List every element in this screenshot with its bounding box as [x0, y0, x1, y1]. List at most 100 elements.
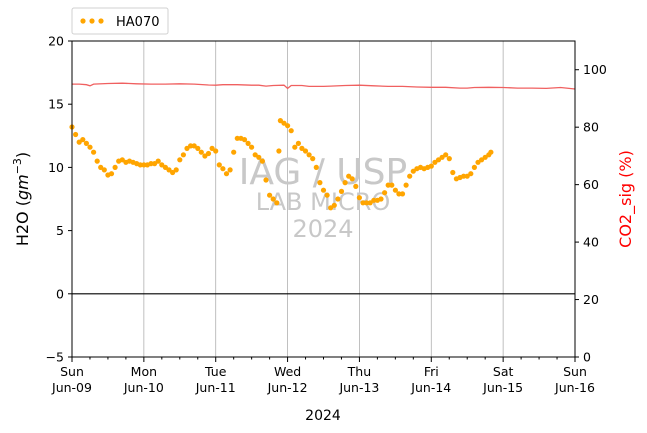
series-co2-sig [72, 82, 576, 90]
data-point [177, 157, 183, 163]
data-point [137, 162, 143, 168]
data-point [213, 148, 219, 154]
data-point [223, 171, 230, 177]
legend-dot [80, 18, 86, 24]
data-point [399, 191, 406, 197]
data-point [403, 182, 409, 188]
data-point [170, 169, 176, 176]
data-point [285, 123, 291, 129]
legend-dot [89, 18, 95, 24]
left-axis: −5 0 5 10 15 20 [46, 34, 72, 365]
tick-label: −5 [46, 350, 64, 365]
tick-label: 60 [583, 177, 599, 192]
data-point [274, 200, 280, 206]
series-line-co2-sig [72, 82, 576, 90]
data-point [446, 156, 452, 162]
data-point [80, 137, 86, 143]
tick-label: 0 [583, 350, 591, 365]
legend-label-ha070: HA070 [116, 15, 159, 30]
data-point [320, 187, 327, 193]
data-point [188, 143, 194, 149]
data-point [83, 140, 89, 146]
data-point [331, 202, 337, 208]
tick-label-date: Jun-12 [267, 380, 308, 395]
data-point [198, 149, 204, 155]
data-point [353, 183, 359, 189]
data-point [310, 156, 316, 162]
data-point [87, 144, 93, 150]
data-point [407, 173, 413, 179]
data-point [73, 131, 79, 138]
tick-label-day: Sat [493, 364, 514, 379]
data-point [148, 161, 154, 167]
legend-dot [98, 18, 104, 24]
data-point [112, 164, 118, 170]
data-point [364, 200, 370, 206]
data-point [443, 152, 449, 158]
data-point [155, 158, 161, 164]
tick-label-date: Jun-14 [410, 380, 451, 395]
tick-label-day: Fri [424, 364, 439, 379]
data-point [342, 180, 348, 186]
x-axis: SunJun-09MonJun-10TueJun-11WedJun-12ThuJ… [51, 357, 595, 395]
tick-label-date: Jun-09 [51, 380, 92, 395]
data-point [231, 149, 237, 155]
x-axis-label: 2024 [305, 408, 341, 424]
tick-label: 10 [48, 160, 64, 175]
data-point [378, 196, 384, 202]
data-point [488, 149, 494, 155]
tick-label-date: Jun-16 [554, 380, 595, 395]
data-point [471, 164, 477, 170]
data-point [108, 171, 115, 177]
tick-label-day: Mon [131, 364, 157, 379]
tick-label: 0 [56, 286, 64, 301]
data-point [385, 182, 391, 188]
data-point [313, 164, 319, 170]
data-point [360, 200, 366, 206]
data-point [205, 150, 212, 157]
data-point [173, 167, 179, 173]
data-point [371, 197, 377, 203]
data-point [220, 166, 226, 172]
data-point [428, 163, 434, 169]
data-point [270, 196, 276, 202]
data-point [276, 148, 282, 154]
tick-label: 80 [583, 120, 599, 135]
tick-label: 20 [48, 34, 64, 49]
data-point [267, 192, 273, 198]
data-point [338, 188, 345, 194]
tick-label-day: Sun [60, 364, 84, 379]
data-point [101, 167, 107, 173]
data-point [241, 137, 248, 143]
data-point [234, 135, 240, 141]
data-point [324, 192, 330, 198]
data-point [166, 167, 172, 173]
tick-label-date: Jun-13 [338, 380, 379, 395]
data-point [277, 118, 283, 124]
data-point [392, 187, 398, 193]
grid-lines [143, 41, 504, 357]
data-point [468, 171, 474, 177]
data-point [349, 176, 355, 182]
data-point [450, 169, 456, 176]
data-point [263, 177, 269, 183]
data-point [249, 144, 255, 150]
watermark-line-1: IAG / USP [239, 152, 407, 193]
data-point [91, 149, 97, 155]
data-point [356, 195, 362, 201]
data-point [461, 173, 467, 179]
y-axis-label-left: H2O (gm−3) [11, 152, 32, 246]
tick-label: 100 [583, 62, 607, 77]
legend: HA070 [71, 7, 169, 35]
data-point [94, 158, 100, 164]
data-point [195, 145, 201, 151]
data-point [180, 152, 186, 158]
tick-label-date: Jun-10 [123, 380, 164, 395]
data-point [396, 191, 402, 197]
tick-label-day: Thu [347, 364, 371, 379]
tick-label: 40 [583, 235, 599, 250]
data-point [256, 154, 262, 160]
tick-label-day: Tue [204, 364, 227, 379]
tick-label-date: Jun-15 [482, 380, 523, 395]
